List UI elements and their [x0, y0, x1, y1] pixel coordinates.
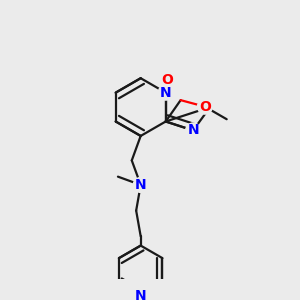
Circle shape	[158, 85, 173, 100]
Circle shape	[186, 123, 201, 138]
Circle shape	[197, 99, 212, 114]
Circle shape	[133, 288, 148, 300]
Circle shape	[133, 178, 148, 192]
Circle shape	[159, 73, 174, 88]
Text: N: N	[135, 178, 146, 192]
Text: N: N	[160, 85, 172, 100]
Text: N: N	[135, 289, 146, 300]
Text: N: N	[187, 123, 199, 137]
Text: O: O	[199, 100, 211, 114]
Text: O: O	[161, 73, 173, 87]
